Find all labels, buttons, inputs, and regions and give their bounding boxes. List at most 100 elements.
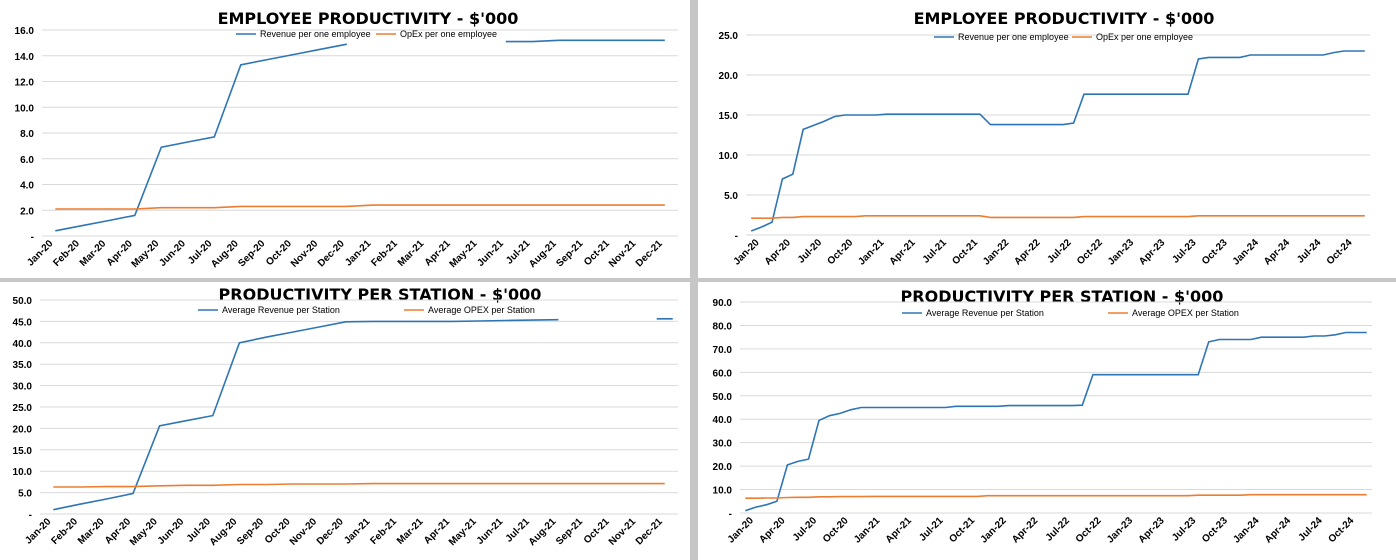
y-tick-label: 2.0 <box>20 206 34 217</box>
y-tick-label: - <box>735 231 738 242</box>
x-tick-label: May-20 <box>130 238 162 270</box>
x-tick-label: Nov-21 <box>607 516 639 548</box>
y-tick-label: 20.0 <box>719 71 739 82</box>
y-tick-label: 50.0 <box>713 392 733 403</box>
x-tick-label: Aug-21 <box>527 238 559 270</box>
x-tick-label: Jan-21 <box>343 238 373 268</box>
chart-title: PRODUCTIVITY PER STATION - $'000 <box>901 287 1224 306</box>
legend-label: Average OPEX per Station <box>428 305 535 315</box>
y-tick-label: 20.0 <box>13 424 33 435</box>
y-tick-label: 15.0 <box>719 111 739 122</box>
y-tick-label: 30.0 <box>13 382 33 393</box>
x-tick-label: Jan-22 <box>981 237 1011 267</box>
employee-productivity-chart-monthly: EMPLOYEE PRODUCTIVITY - $'000 - 2.0 4.0 6.0 8… <box>0 0 690 278</box>
y-tick-label: 70.0 <box>713 345 733 356</box>
x-tick-label: Jan-21 <box>852 515 882 545</box>
legend-label: Revenue per one employee <box>260 29 371 39</box>
x-tick-label: Feb-21 <box>369 238 400 269</box>
x-tick-label: Mar-20 <box>78 238 109 269</box>
y-tick-label: 25.0 <box>13 403 33 414</box>
y-tick-label: 10.0 <box>13 467 33 478</box>
x-tick-label: Apr-22 <box>1010 515 1040 545</box>
x-tick-label: Jul-20 <box>791 515 820 544</box>
x-tick-label: Jan-24 <box>1231 237 1261 267</box>
series-line-revenue <box>745 331 1367 512</box>
y-tick-label: 14.0 <box>15 52 35 63</box>
x-tick-label: Dec-20 <box>316 238 347 269</box>
y-tick-label: 25.0 <box>719 31 739 42</box>
y-tick-label: 16.0 <box>15 26 35 37</box>
chart-svg: PRODUCTIVITY PER STATION - $'000 - 10.0 20.… <box>713 287 1372 546</box>
x-tick-label: May-21 <box>447 516 479 548</box>
x-tick-label: Nov-20 <box>289 238 321 270</box>
x-tick-label: Mar-21 <box>395 516 426 547</box>
legend-label: Revenue per one employee <box>958 32 1069 42</box>
x-tick-label: Jun-21 <box>475 238 506 269</box>
x-tick-label: Sep-20 <box>235 516 266 547</box>
x-tick-label: Jul-22 <box>1044 515 1073 544</box>
x-tick-label: Nov-20 <box>288 516 320 548</box>
x-tick-label: Jul-23 <box>1170 515 1199 544</box>
x-tick-label: Apr-23 <box>1137 515 1167 545</box>
x-tick-label: Apr-21 <box>888 237 918 267</box>
x-tick-label: Oct-23 <box>1200 515 1230 545</box>
x-tick-label: Jun-20 <box>157 238 188 269</box>
x-tick-label: Jan-23 <box>1105 515 1135 545</box>
legend-label: Average Revenue per Station <box>926 308 1044 318</box>
series-line-revenue <box>55 43 347 232</box>
station-productivity-chart-monthly: PRODUCTIVITY PER STATION - $'000 - 5.0 10.0… <box>0 282 690 560</box>
x-tick-label: Oct-24 <box>1327 515 1357 545</box>
series-line-opex <box>745 493 1367 499</box>
series-line-opex <box>53 482 665 488</box>
x-tick-label: Sep-21 <box>554 516 585 547</box>
x-tick-label: Oct-20 <box>826 237 856 267</box>
x-tick-label: Mar-21 <box>396 238 427 269</box>
x-tick-label: Sep-21 <box>554 238 585 269</box>
chart-svg: PRODUCTIVITY PER STATION - $'000 - 5.0 10.0… <box>13 285 678 548</box>
y-tick-label: - <box>31 232 34 243</box>
x-tick-label: Apr-21 <box>884 515 914 545</box>
y-tick-label: 4.0 <box>20 181 34 192</box>
chart-title: PRODUCTIVITY PER STATION - $'000 <box>219 285 542 304</box>
y-tick-label: - <box>729 509 732 520</box>
x-tick-label: Jan-23 <box>1106 237 1136 267</box>
x-tick-label: Apr-22 <box>1012 237 1042 267</box>
legend-label: Average Revenue per Station <box>222 305 340 315</box>
x-tick-label: Oct-22 <box>1075 237 1105 267</box>
x-tick-label: May-21 <box>448 238 480 270</box>
x-tick-label: Feb-20 <box>49 516 80 547</box>
chart-svg: EMPLOYEE PRODUCTIVITY - $'000 - 5.0 10.0 15.… <box>719 9 1370 268</box>
legend-label: OpEx per one employee <box>400 29 497 39</box>
y-tick-label: 12.0 <box>15 78 35 89</box>
series-line-revenue <box>53 318 559 511</box>
x-tick-label: Jan-24 <box>1231 515 1261 545</box>
chart-title: EMPLOYEE PRODUCTIVITY - $'000 <box>218 9 519 28</box>
x-tick-label: Jan-22 <box>979 515 1009 545</box>
y-tick-label: 10.0 <box>15 103 35 114</box>
x-tick-label: Apr-24 <box>1263 515 1293 545</box>
x-tick-label: Jul-20 <box>796 237 825 266</box>
x-tick-label: Jul-22 <box>1046 237 1075 266</box>
chart-svg: EMPLOYEE PRODUCTIVITY - $'000 - 2.0 4.0 6.0 8… <box>15 9 678 270</box>
x-tick-label: Oct-24 <box>1325 237 1355 267</box>
x-tick-label: Jan-21 <box>856 237 886 267</box>
series-line-revenue <box>505 39 665 43</box>
x-tick-label: Aug-20 <box>208 516 240 548</box>
x-tick-label: Oct-22 <box>1074 515 1104 545</box>
y-tick-label: 10.0 <box>719 151 739 162</box>
x-tick-label: Jul-24 <box>1295 237 1324 266</box>
y-tick-label: 45.0 <box>13 317 33 328</box>
series-line-opex <box>55 204 665 210</box>
x-tick-label: Dec-21 <box>634 516 665 547</box>
y-tick-label: 35.0 <box>13 360 33 371</box>
x-tick-label: Oct-21 <box>950 237 980 267</box>
x-tick-label: Nov-21 <box>607 238 639 270</box>
legend-label: OpEx per one employee <box>1096 32 1193 42</box>
x-tick-label: Apr-20 <box>757 515 787 545</box>
x-tick-label: Apr-23 <box>1137 237 1167 267</box>
x-tick-label: Oct-23 <box>1200 237 1230 267</box>
x-tick-label: Jul-21 <box>921 237 950 266</box>
x-tick-label: Oct-21 <box>947 515 977 545</box>
x-tick-label: Sep-20 <box>236 238 267 269</box>
x-tick-label: Aug-21 <box>527 516 559 548</box>
